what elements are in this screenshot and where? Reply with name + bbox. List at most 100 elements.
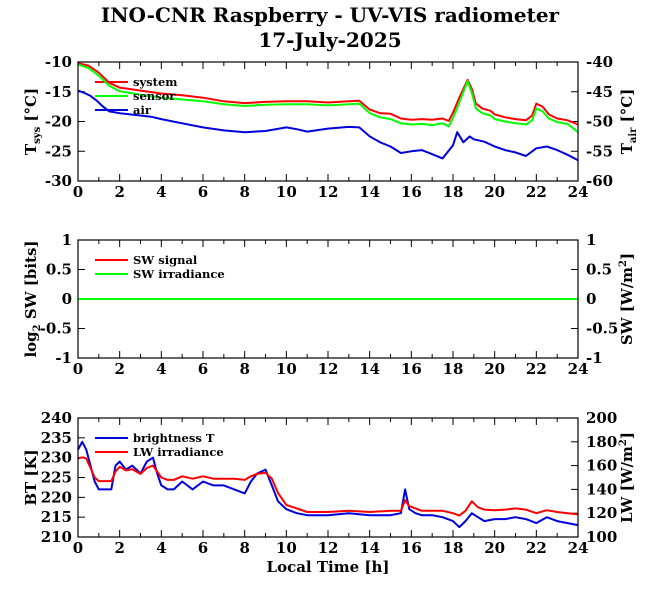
y-right-tick-label: 0.5 (586, 261, 612, 279)
y-axis-label-left: BT [K] (22, 449, 40, 505)
x-tick-label: 14 (359, 183, 380, 201)
y-axis-label-right-subscript: air (628, 127, 639, 143)
y-tick-label: -10 (45, 53, 72, 71)
y-axis-label-left-subscript: 2 (32, 324, 43, 331)
legend-label: sensor (133, 89, 176, 103)
y-right-tick-label: 200 (586, 409, 617, 427)
y-tick-label: -1 (55, 349, 72, 367)
y-tick-label: -25 (45, 142, 72, 160)
y-right-tick-label: 160 (586, 457, 617, 475)
x-tick-label: 18 (443, 183, 464, 201)
x-tick-label: 24 (568, 183, 589, 201)
y-right-tick-label: -55 (586, 142, 613, 160)
x-tick-label: 16 (401, 539, 422, 557)
y-axis-label-right: Tair [°C] (618, 89, 639, 155)
y-tick-label: 0.5 (46, 261, 72, 279)
chart-subtitle: 17-July-2025 (258, 28, 401, 52)
x-tick-label: 8 (239, 360, 249, 378)
y-axis-label-right-superscript: 2 (618, 439, 629, 446)
y-axis-label-right-text: SW [W/m2] (618, 253, 636, 345)
y-right-tick-label: -1 (586, 349, 603, 367)
y-tick-label: 210 (41, 528, 72, 546)
y-right-tick-label: 100 (586, 528, 617, 546)
x-tick-label: 22 (526, 183, 547, 201)
y-axis-label-right-text: Tair [°C] (618, 89, 639, 155)
y-axis-label-left-subscript: sys (32, 126, 43, 143)
legend-label: LW irradiance (133, 445, 224, 459)
x-tick-label: 14 (359, 360, 380, 378)
y-axis-label-left-unit: SW [bits] (22, 240, 40, 324)
y-tick-label: -15 (45, 83, 72, 101)
x-tick-label: 6 (198, 360, 208, 378)
y-tick-label: 220 (41, 488, 72, 506)
x-tick-label: 12 (318, 539, 339, 557)
y-tick-label: 230 (41, 449, 72, 467)
x-tick-label: 24 (568, 360, 589, 378)
y-tick-label: 225 (41, 469, 72, 487)
x-tick-label: 22 (526, 360, 547, 378)
y-axis-label-right: LW [W/m2] (618, 432, 636, 523)
panel-temperature: 0 2 4 6 8 10 12 14 16 18 20 22 24-10-15-20-25-30-40-… (22, 53, 639, 201)
x-tick-label: 2 (114, 360, 124, 378)
y-right-tick-label: 120 (586, 504, 617, 522)
x-tick-label: 20 (484, 360, 505, 378)
legend-label: air (133, 103, 152, 117)
x-tick-label: 14 (359, 539, 380, 557)
x-tick-label: 16 (401, 183, 422, 201)
x-tick-label: 18 (443, 360, 464, 378)
y-axis-label-left-text: Tsys [°C] (22, 88, 43, 155)
plot-frame (77, 417, 579, 538)
x-tick-label: 18 (443, 539, 464, 557)
x-tick-label: 6 (198, 183, 208, 201)
y-axis-label-right-unit: ] (618, 253, 636, 260)
panel-longwave: 0 2 4 6 8 10 12 14 16 18 20 22 242402352302252202152… (22, 409, 636, 576)
x-tick-label: 0 (73, 183, 83, 201)
y-axis-label-right-main: LW [W/m (618, 446, 636, 523)
x-tick-label: 0 (73, 360, 83, 378)
y-right-tick-label: -45 (586, 83, 613, 101)
y-tick-label: 215 (41, 508, 72, 526)
series-line-brightness-t (77, 440, 579, 529)
x-tick-label: 10 (276, 183, 297, 201)
y-axis-label-right-superscript: 2 (618, 260, 629, 267)
y-tick-label: 1 (62, 231, 72, 249)
y-axis-label-right-text: LW [W/m2] (618, 432, 636, 523)
y-axis-label-left-text: log2 SW [bits] (22, 240, 43, 357)
x-tick-label: 10 (276, 360, 297, 378)
x-tick-label: 22 (526, 539, 547, 557)
x-tick-label: 12 (318, 360, 339, 378)
y-right-tick-label: -60 (586, 172, 613, 190)
y-right-tick-label: -0.5 (586, 320, 618, 338)
y-tick-label: 0 (62, 290, 72, 308)
y-tick-label: -30 (45, 172, 72, 190)
series-line-sensor (77, 63, 579, 133)
y-right-tick-label: 140 (586, 480, 617, 498)
y-tick-label: -20 (45, 113, 72, 131)
y-tick-label: 235 (41, 429, 72, 447)
x-tick-label: 20 (484, 183, 505, 201)
x-tick-label: 2 (114, 539, 124, 557)
legend-label: SW irradiance (133, 267, 225, 281)
series-line-system (77, 62, 579, 126)
y-axis-label-right-main: T (618, 142, 636, 154)
chart-title: INO-CNR Raspberry - UV-VIS radiometer (101, 3, 560, 27)
plot-frame (77, 61, 579, 182)
x-tick-label: 10 (276, 539, 297, 557)
y-right-tick-label: 1 (586, 231, 596, 249)
legend-label: SW signal (133, 253, 198, 267)
x-tick-label: 4 (156, 183, 166, 201)
x-tick-label: 6 (198, 539, 208, 557)
x-tick-label: 2 (114, 183, 124, 201)
y-axis-label-left-unit: [°C] (22, 88, 40, 127)
y-tick-label: -0.5 (40, 320, 72, 338)
y-axis-label-right-main: SW [W/m (618, 267, 636, 345)
x-tick-label: 0 (73, 539, 83, 557)
x-tick-label: 8 (239, 183, 249, 201)
x-tick-label: 16 (401, 360, 422, 378)
y-right-tick-label: -40 (586, 53, 613, 71)
panel-shortwave: 0 2 4 6 8 10 12 14 16 18 20 22 2410.50-0.5-110.50-0.… (22, 231, 636, 378)
legend-label: system (133, 75, 177, 89)
plot-frame (77, 239, 579, 359)
x-tick-label: 8 (239, 539, 249, 557)
